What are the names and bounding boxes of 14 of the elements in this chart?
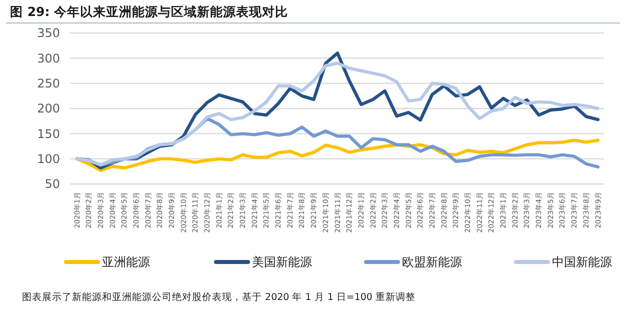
legend-label: 亚洲能源 [102,255,150,270]
y-tick-label: 100 [37,152,60,166]
y-tick-label: 150 [37,126,60,141]
y-tick-label: 250 [37,76,60,91]
legend-label: 美国新能源 [252,255,312,270]
text: 图表展示了新能源和亚洲能源公司绝对股价表现，基于 2020 年 1 月 1 日=100 重新调整 [22,291,416,303]
line-series [75,138,600,172]
legend-label: 中国新能源 [552,255,612,270]
legend-label: 欧盟新能源 [402,255,462,270]
y-tick-label: 300 [37,51,60,66]
y-tick-label: 350 [37,26,60,40]
chart-title: 图 29: 今年以来亚洲能源与区域新能源表现对比 [10,4,288,19]
y-tick-label: 200 [37,102,60,116]
y-tick-label: 50 [44,177,60,192]
